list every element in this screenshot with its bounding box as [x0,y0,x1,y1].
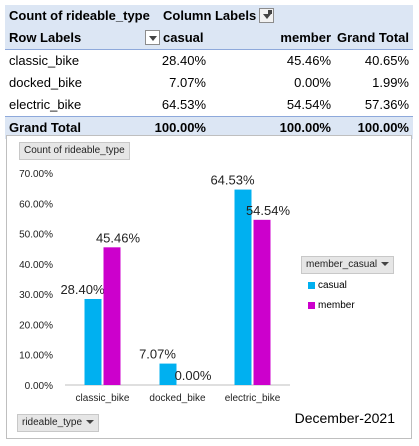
legend-label: casual [318,280,347,291]
chart-plot: 0.00% 10.00% 20.00% 30.00% 40.00% 50.00% 60.00… [19,169,291,404]
y-tick-label: 0.00% [25,381,53,392]
row-filter-dropdown-icon[interactable] [145,30,160,45]
cell-casual: 7.07% [169,75,206,90]
cell-member: 45.46% [286,53,331,68]
y-tick-label: 10.00% [19,351,53,362]
legend-field-button[interactable]: member_casual [301,256,395,274]
y-tick-label: 20.00% [19,320,53,331]
axis-field-label: rideable_type [22,417,83,428]
legend-item-casual: casual [306,276,406,296]
table-row: electric_bike 64.53% 54.54% 57.36% [5,94,413,116]
cell-casual: 28.40% [161,53,206,68]
cell-casual: 64.53% [161,97,206,112]
chart-caption: December-2021 [294,410,395,426]
column-header-member: member [280,30,331,45]
y-tick-label: 60.00% [19,199,53,210]
value-field-button[interactable]: Count of rideable_type [19,142,130,160]
bar-casual-docked_bike [159,363,177,385]
pivot-table: Count of rideable_type Column Labels Row… [5,5,413,139]
cell-grand-total: 57.36% [364,97,409,112]
cell-grand-total: 100.00% [357,120,409,135]
pivot-corner-label: Count of rideable_type [9,8,150,23]
filter-dropdown-icon [381,262,390,267]
row-label: docked_bike [9,75,82,90]
x-tick-label: classic_bike [76,393,130,404]
cell-grand-total: 40.65% [364,53,409,68]
x-tick-label: docked_bike [149,393,206,404]
cell-member: 0.00% [294,75,331,90]
bar-member-electric_bike [253,219,271,385]
bar-member-classic_bike [103,247,121,385]
row-label: classic_bike [9,53,80,68]
table-row: docked_bike 7.07% 0.00% 1.99% [5,72,413,94]
y-tick-label: 40.00% [19,260,53,271]
legend-item-member: member [306,296,406,316]
data-label: 45.46% [96,230,141,245]
pivot-chart[interactable]: Count of rideable_type 0.00% 10.00% 20.00%… [6,135,412,439]
row-labels-header: Row Labels [9,30,82,45]
column-filter-icon[interactable] [259,8,274,23]
pivot-header-row-2: Row Labels casual member Grand Total [5,27,413,50]
cell-casual: 100.00% [154,120,206,135]
column-header-casual: casual [163,30,204,45]
bar-casual-classic_bike [84,298,102,385]
legend-label: member [318,300,355,311]
axis-field-button[interactable]: rideable_type [17,414,100,432]
data-label: 7.07% [139,347,176,362]
data-label: 64.53% [210,173,255,188]
cell-grand-total: 1.99% [372,75,409,90]
legend-swatch-member [308,302,315,309]
row-label: electric_bike [9,97,82,112]
chart-legend: casual member [306,276,406,316]
y-tick-label: 30.00% [19,290,53,301]
chevron-down-icon [86,420,95,425]
data-label: 28.40% [60,282,105,297]
grand-total-row: Grand Total 100.00% 100.00% 100.00% [5,116,413,139]
x-tick-label: electric_bike [225,393,281,404]
cell-member: 100.00% [279,120,331,135]
legend-field-label: member_casual [306,259,378,270]
column-header-grand-total: Grand Total [337,30,409,45]
cell-member: 54.54% [286,97,331,112]
data-label: 54.54% [246,203,291,218]
pivot-header-row-1: Count of rideable_type Column Labels [5,5,413,27]
legend-swatch-casual [308,282,315,289]
table-row: classic_bike 28.40% 45.46% 40.65% [5,50,413,72]
grand-total-label: Grand Total [9,120,81,135]
data-label: 0.00% [175,368,212,383]
bar-casual-electric_bike [234,189,252,385]
y-tick-label: 70.00% [19,169,53,180]
column-labels-header: Column Labels [163,8,257,23]
y-tick-label: 50.00% [19,230,53,241]
